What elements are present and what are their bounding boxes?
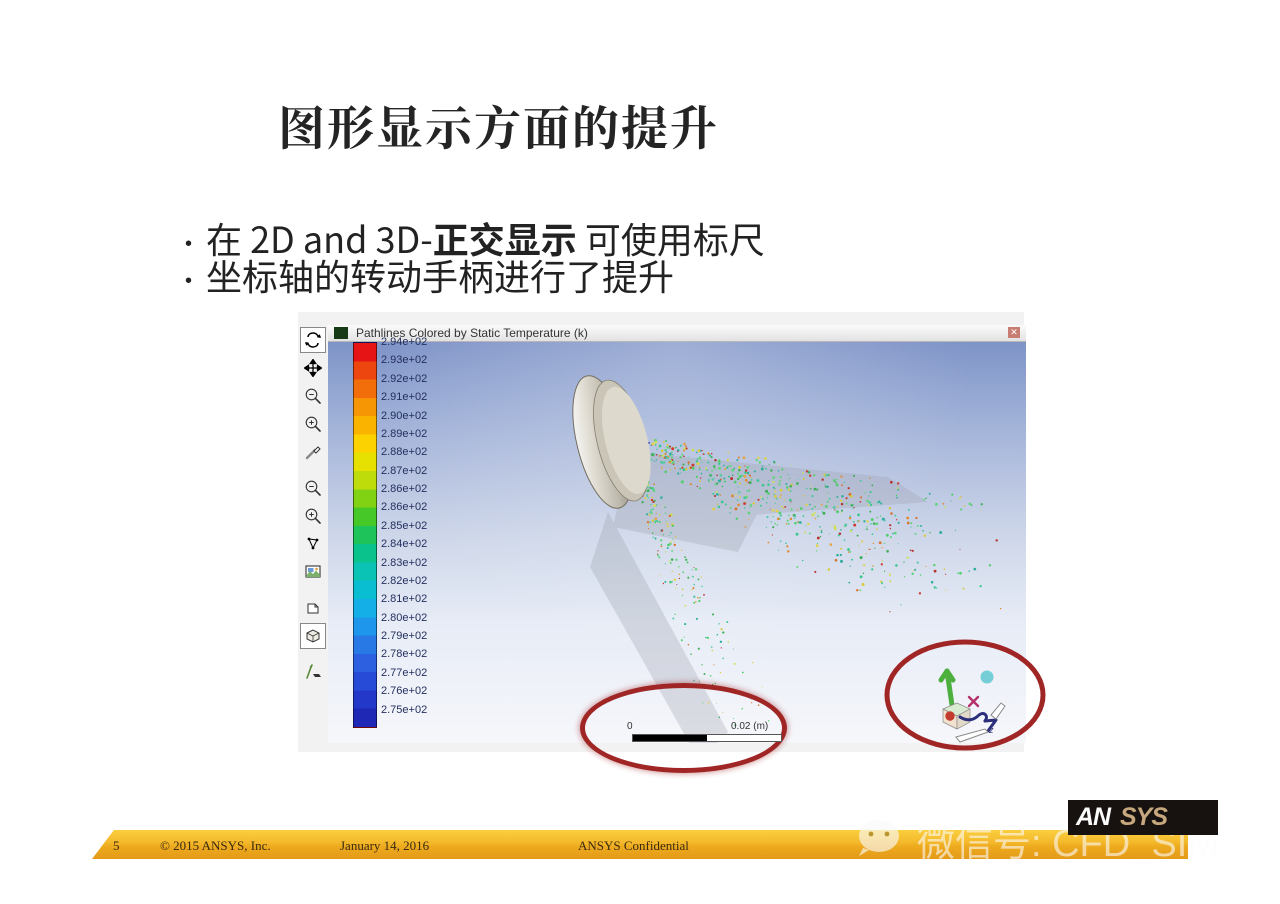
svg-text:z: z [988, 725, 994, 735]
